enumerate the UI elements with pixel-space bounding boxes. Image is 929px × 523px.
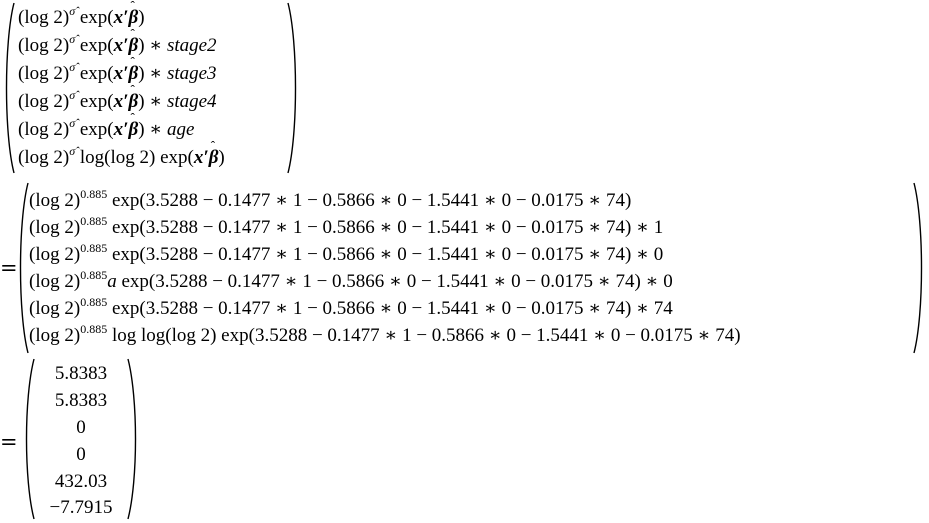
result-value: −7.7915: [49, 497, 113, 518]
symbolic-rows: (log 2)σ̂ exp(x′β) (log 2)σ̂ exp(x′β) ∗ …: [18, 0, 288, 174]
substituted-row: (log 2)0.885 exp(3.5288 − 0.1477 ∗ 1 − 0…: [29, 241, 664, 265]
left-paren: [22, 358, 36, 520]
substituted-row: (log 2)0.885 exp(3.5288 − 0.1477 ∗ 1 − 0…: [29, 214, 664, 238]
substituted-rows: (log 2)0.885 exp(3.5288 − 0.1477 ∗ 1 − 0…: [29, 182, 913, 354]
result-rows: 5.8383 5.8383 0 0 432.03 −7.7915: [36, 358, 126, 520]
symbolic-row: (log 2)σ̂ exp(x′β) ∗ stage4: [18, 83, 217, 111]
result-value: 0: [76, 444, 86, 465]
result-value: 5.8383: [54, 390, 108, 411]
result-value: 432.03: [54, 471, 108, 492]
symbolic-row: (log 2)σ̂ exp(x′β) ∗ stage3: [18, 55, 217, 83]
symbolic-gradient-vector: (log 2)σ̂ exp(x′β) (log 2)σ̂ exp(x′β) ∗ …: [0, 0, 302, 174]
substituted-row: (log 2)0.885 exp(3.5288 − 0.1477 ∗ 1 − 0…: [29, 295, 673, 319]
symbolic-row: (log 2)σ̂ exp(x′β) ∗ age: [18, 111, 194, 139]
symbolic-row: (log 2)σ̂ exp(x′β): [18, 0, 145, 27]
equals-sign: =: [0, 430, 18, 454]
symbolic-row: (log 2)σ̂ exp(x′β) ∗ stage2: [18, 27, 217, 55]
equals-sign: =: [0, 256, 18, 280]
result-vector: 5.8383 5.8383 0 0 432.03 −7.7915: [22, 358, 140, 520]
substituted-row: (log 2)0.885 exp(3.5288 − 0.1477 ∗ 1 − 0…: [29, 187, 632, 211]
right-paren: [912, 182, 926, 354]
substituted-vector: (log 2)0.885 exp(3.5288 − 0.1477 ∗ 1 − 0…: [16, 182, 928, 354]
result-value: 5.8383: [54, 363, 108, 384]
symbolic-row: (log 2)σ̂ log(log 2) exp(x′β): [18, 139, 225, 167]
left-paren: [16, 182, 30, 354]
left-paren: [2, 2, 16, 174]
substituted-row: (log 2)0.885 log log(log 2) exp(3.5288 −…: [29, 322, 741, 346]
result-value: 0: [76, 417, 86, 438]
right-paren: [286, 2, 300, 174]
substituted-row: (log 2)0.885a exp(3.5288 − 0.1477 ∗ 1 − …: [29, 268, 673, 292]
right-paren: [126, 358, 140, 520]
